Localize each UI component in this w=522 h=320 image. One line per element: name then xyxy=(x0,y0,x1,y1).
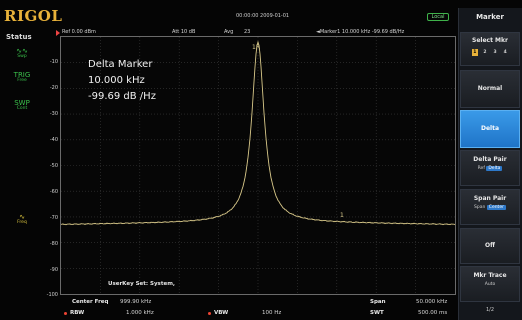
y-axis-label: -70 xyxy=(49,215,58,221)
select-marker-button[interactable]: Select Mkr 1 2 3 4 xyxy=(460,32,520,66)
swt-label: SWT xyxy=(370,310,384,316)
y-axis-label: -10 xyxy=(49,59,58,65)
ref-level-arrow-icon xyxy=(56,30,60,36)
delta-marker-level: -99.69 dB /Hz xyxy=(88,91,156,102)
status-frequency-label: Freq xyxy=(17,220,27,225)
y-axis-label: -100 xyxy=(46,292,58,298)
graticule[interactable]: 1R 1 xyxy=(60,36,456,295)
measurement-header: Ref 0.00 dBm Att 10 dB Avg 23 ◄Marker1 1… xyxy=(58,26,456,37)
marker-delta-tag: 1 xyxy=(340,212,344,219)
y-axis-label: -60 xyxy=(49,189,58,195)
delta-pair-delta-chip: Delta xyxy=(486,166,503,171)
status-trigger-label: Free xyxy=(17,78,27,83)
delta-marker-readout: Delta Marker 10.000 kHz -99.69 dB /Hz xyxy=(88,57,156,105)
off-button[interactable]: Off xyxy=(460,228,520,264)
status-sweep-mode-label: Cont xyxy=(16,106,28,111)
select-marker-label: Select Mkr xyxy=(472,37,508,44)
rbw-indicator-icon xyxy=(64,312,67,315)
marker-reference-tag: 1R xyxy=(252,44,260,51)
delta-pair-label: Delta Pair xyxy=(473,156,507,163)
marker-trace-label: Mkr Trace xyxy=(473,272,507,279)
center-freq-value: 999.90 kHz xyxy=(120,299,152,305)
rbw-value: 1.000 kHz xyxy=(126,310,154,316)
status-trigger: TRIG Free xyxy=(4,72,40,84)
status-sweep-mode: SWP Cont xyxy=(4,100,40,112)
frequency-icon: ∿ xyxy=(19,213,25,221)
spectrum-trace xyxy=(60,40,456,226)
menu-page-indicator[interactable]: 1/2 xyxy=(485,307,495,313)
ref-level: Ref 0.00 dBm xyxy=(62,29,96,35)
avg-count: 23 xyxy=(244,29,251,35)
normal-button[interactable]: Normal xyxy=(460,70,520,108)
rigol-logo: RIGOL xyxy=(4,7,63,25)
y-axis-label: -30 xyxy=(49,111,58,117)
y-axis-label: -50 xyxy=(49,163,58,169)
marker-number-row: 1 2 3 4 xyxy=(461,48,519,56)
y-axis-label: -20 xyxy=(49,85,58,91)
span-pair-center-chip: Center xyxy=(486,205,506,210)
span-value: 50.000 kHz xyxy=(416,299,448,305)
marker-number-3[interactable]: 3 xyxy=(493,50,497,55)
y-axis-label: -40 xyxy=(49,137,58,143)
marker-number-1[interactable]: 1 xyxy=(471,49,478,56)
marker-trace-button[interactable]: Mkr Trace Auto xyxy=(460,266,520,302)
delta-pair-button[interactable]: Delta Pair Ref Delta xyxy=(460,150,520,186)
sweep-wave-icon: ∿∿ xyxy=(16,47,28,55)
marker-number-4[interactable]: 4 xyxy=(503,50,507,55)
status-frequency: ∿ Freq xyxy=(4,214,40,226)
trigger-free-icon: TRIG xyxy=(13,71,31,79)
span-pair-label: Span Pair xyxy=(473,195,507,202)
avg-label: Avg xyxy=(224,29,234,35)
vbw-indicator-icon xyxy=(208,312,211,315)
date-time-readout: 00:00:00 2009-01-01 xyxy=(236,13,290,19)
marker-readout: ◄Marker1 10.000 kHz -99.69 dB/Hz xyxy=(316,29,405,35)
status-sweep-label: Swp xyxy=(17,54,27,59)
status-sweep: ∿∿ Swp xyxy=(4,48,40,60)
marker-trace-value: Auto xyxy=(484,282,496,287)
attenuation: Att 10 dB xyxy=(172,29,196,35)
rbw-label: RBW xyxy=(70,310,85,316)
status-title: Status xyxy=(6,33,32,41)
userkey-status: UserKey Set: System, xyxy=(108,281,176,287)
vbw-value: 100 Hz xyxy=(262,310,282,316)
vbw-label: VBW xyxy=(214,310,229,316)
span-pair-span: Span xyxy=(474,205,486,210)
menu-title: Marker xyxy=(476,13,504,21)
delta-marker-title: Delta Marker xyxy=(88,59,153,70)
swt-value: 500.00 ms xyxy=(418,310,448,316)
delta-pair-options: Ref Delta xyxy=(461,166,519,171)
span-pair-options: Span Center xyxy=(461,205,519,210)
span-pair-button[interactable]: Span Pair Span Center xyxy=(460,189,520,225)
span-label: Span xyxy=(370,299,386,305)
delta-pair-ref: Ref xyxy=(477,166,485,171)
local-remote-badge[interactable]: Local xyxy=(427,13,449,21)
marker-number-2[interactable]: 2 xyxy=(483,50,487,55)
y-axis-label: -80 xyxy=(49,241,58,247)
sweep-cont-icon: SWP xyxy=(14,99,30,107)
graticule-svg: 1R 1 xyxy=(60,37,456,294)
delta-button[interactable]: Delta xyxy=(460,110,520,148)
delta-marker-frequency: 10.000 kHz xyxy=(88,75,145,86)
center-freq-label: Center Freq xyxy=(72,299,109,305)
y-axis-label: -90 xyxy=(49,267,58,273)
